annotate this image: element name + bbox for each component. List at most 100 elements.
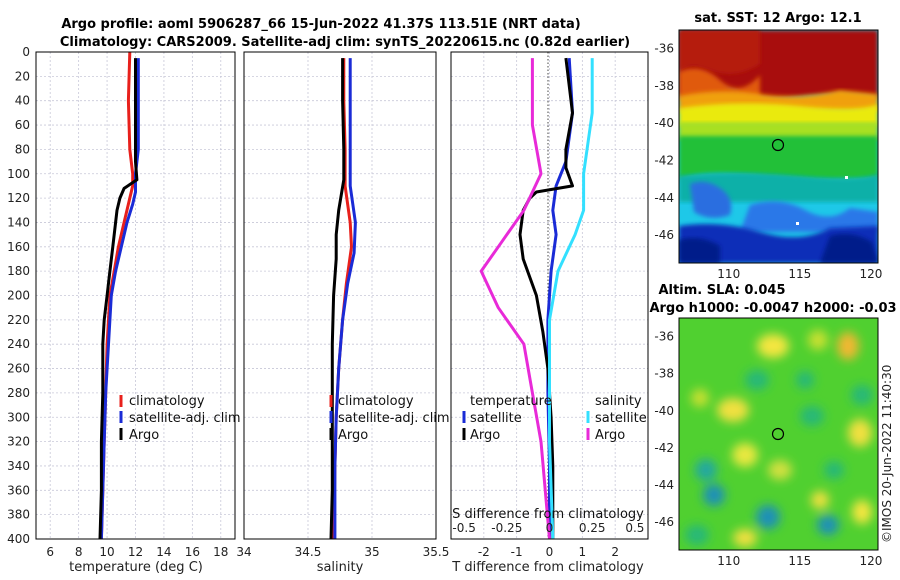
depth-tick-label: 60: [15, 118, 30, 132]
salinity-series: [329, 58, 357, 540]
series-line-temperature-argo: [518, 57, 574, 539]
depth-tick-label: 200: [7, 289, 30, 303]
lat-tick-label: -40: [654, 116, 674, 130]
sst-map-title: sat. SST: 12 Argo: 12.1: [694, 11, 861, 26]
s-difference-label: S difference from climatology: [452, 507, 644, 522]
salinity-axes-frame: [243, 51, 437, 540]
depth-tick-label: 400: [7, 532, 30, 546]
lat-tick-label: -42: [654, 153, 674, 167]
x-tick-label: 34: [236, 545, 251, 559]
lat-tick-label: -46: [654, 228, 674, 242]
x-tick-label: 16: [185, 545, 200, 559]
s-difference-tick-label: 0: [546, 521, 554, 535]
lat-tick-label: -42: [654, 441, 674, 455]
x-tick-label: 1: [579, 545, 587, 559]
legend-label-climatology: climatology: [129, 394, 205, 409]
salinity-tick-labels: 34 34.5 35 35.5: [236, 545, 449, 559]
legend-title-temperature: temperature: [470, 394, 552, 409]
x-tick-label: 35.5: [423, 545, 450, 559]
x-tick-label: 8: [75, 545, 83, 559]
depth-tick-label: 260: [7, 362, 30, 376]
difference-panel: -2 -1 0 1 2 -0.5 -0.25 0 0.25 0.5 S difference f…: [450, 51, 649, 575]
x-tick-label: 12: [128, 545, 143, 559]
figure-title-line2: Climatology: CARS2009. Satellite-adj cli…: [60, 35, 630, 50]
salinity-panel: 34 34.5 35 35.5 salinity climatology satell…: [236, 51, 450, 575]
depth-tick-label: 340: [7, 459, 30, 473]
depth-tick-label: 380: [7, 508, 30, 522]
temperature-tick-labels: 6 8 10 12 14 16 18: [46, 545, 228, 559]
temperature-xlabel: temperature (deg C): [69, 560, 203, 575]
depth-tick-label: 140: [7, 215, 30, 229]
depth-tick-label: 180: [7, 264, 30, 278]
difference-legend: temperature satellite Argo salinity sate…: [462, 394, 647, 443]
s-difference-tick-labels: -0.5 -0.25 0 0.25 0.5: [452, 521, 644, 535]
series-line-salinity-argo: [479, 58, 551, 540]
sst-lat-tick-labels: -36 -38 -40 -42 -44 -46: [654, 42, 674, 242]
sla-map-title-line2: Argo h1000: -0.0047 h2000: -0.03: [649, 301, 896, 316]
sla-map: Altim. SLA: 0.045 Argo h1000: -0.0047 h2…: [649, 283, 896, 568]
x-tick-label: 35: [364, 545, 379, 559]
lat-tick-label: -38: [654, 367, 674, 381]
lat-tick-label: -36: [654, 42, 674, 56]
difference-series: [479, 57, 594, 540]
s-difference-tick-label: -0.5: [452, 521, 475, 535]
sla-map-title-line1: Altim. SLA: 0.045: [659, 283, 786, 298]
s-difference-tick-label: 0.5: [625, 521, 644, 535]
series-line-satellite-adj-clim: [333, 58, 357, 539]
depth-tick-label: 240: [7, 337, 30, 351]
legend-label-argo: Argo: [338, 428, 368, 443]
series-line-argo: [329, 58, 346, 540]
series-line-argo: [98, 58, 139, 540]
s-difference-tick-label: 0.25: [579, 521, 606, 535]
sst-map-frame: [678, 29, 879, 264]
legend-label-climatology: climatology: [338, 394, 414, 409]
series-line-satellite-adj-clim: [99, 58, 140, 540]
x-tick-label: 10: [99, 545, 114, 559]
legend-title-salinity: salinity: [595, 394, 642, 409]
x-tick-label: -2: [478, 545, 490, 559]
sst-field: [679, 30, 878, 263]
x-tick-label: 0: [546, 545, 554, 559]
lat-tick-label: -38: [654, 79, 674, 93]
sla-map-frame: [678, 317, 879, 551]
lon-tick-label: 120: [859, 554, 882, 568]
legend-label-sal-satellite: satellite: [595, 411, 647, 426]
depth-tick-label: 280: [7, 386, 30, 400]
depth-tick-label: 360: [7, 483, 30, 497]
salinity-xlabel: salinity: [317, 560, 364, 575]
legend-label-satellite-adj: satellite-adj. clim: [129, 411, 241, 426]
sla-field: [679, 318, 878, 550]
x-tick-label: 6: [46, 545, 54, 559]
lon-tick-label: 115: [788, 267, 811, 281]
figure-title-line1: Argo profile: aoml 5906287_66 15-Jun-202…: [61, 17, 580, 32]
depth-tick-label: 100: [7, 167, 30, 181]
s-difference-tick-label: -0.25: [491, 521, 522, 535]
temperature-legend: climatology satellite-adj. clim Argo: [119, 394, 241, 443]
sla-lat-tick-labels: -36 -38 -40 -42 -44 -46: [654, 330, 674, 530]
sla-argo-location-marker: [771, 427, 785, 441]
lon-tick-label: 120: [859, 267, 882, 281]
salinity-grid: [243, 51, 437, 540]
lon-tick-label: 115: [788, 554, 811, 568]
legend-label-argo: Argo: [129, 428, 159, 443]
lon-tick-label: 110: [717, 554, 740, 568]
depth-tick-label: 300: [7, 410, 30, 424]
x-tick-label: -1: [511, 545, 523, 559]
sla-lon-tick-labels: 110 115 120: [717, 554, 882, 568]
legend-label-temp-argo: Argo: [470, 428, 500, 443]
depth-tick-label: 320: [7, 435, 30, 449]
t-difference-tick-labels: -2 -1 0 1 2: [478, 545, 619, 559]
temperature-axes-frame: [35, 51, 236, 540]
depth-tick-label: 20: [15, 69, 30, 83]
series-line-salinity-satellite: [548, 58, 594, 540]
temperature-series: [98, 51, 140, 540]
imos-timestamp: ©IMOS 20-Jun-2022 11:40:30: [880, 365, 894, 543]
legend-label-sal-argo: Argo: [595, 428, 625, 443]
lat-tick-label: -46: [654, 515, 674, 529]
temperature-panel: 0 20 40 60 80 100 120 140 160 180 200 220 240 260 280 3…: [7, 45, 241, 575]
sst-lon-tick-labels: 110 115 120: [717, 267, 882, 281]
x-tick-label: 14: [156, 545, 171, 559]
depth-tick-label: 40: [15, 94, 30, 108]
depth-tick-label: 160: [7, 240, 30, 254]
